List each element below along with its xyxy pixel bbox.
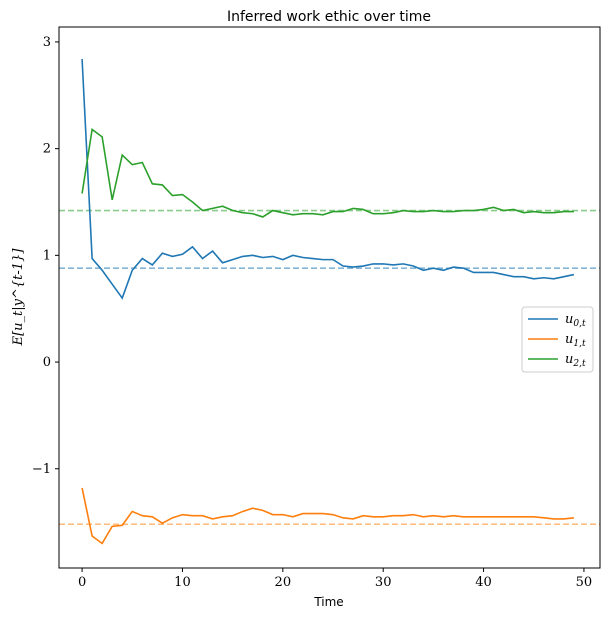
x-tick-label: 40 — [475, 575, 492, 590]
x-tick-label: 20 — [275, 575, 292, 590]
y-tick-label: 2 — [43, 142, 51, 157]
y-tick-label: 0 — [43, 355, 51, 370]
legend-label-1: u1,t — [565, 332, 586, 349]
plot-area — [59, 58, 600, 545]
series-line-0 — [81, 58, 575, 300]
legend-label-2: u2,t — [565, 352, 586, 369]
legend-label-0: u0,t — [565, 312, 586, 329]
x-tick-label: 50 — [576, 575, 593, 590]
x-axis-label: Time — [313, 595, 343, 609]
x-axis: 0 10 20 30 40 50 — [78, 568, 592, 590]
y-axis-label: E[u_t|y^{t-1}] — [11, 248, 26, 347]
y-axis: −1 0 1 2 3 — [32, 35, 59, 477]
x-tick-label: 0 — [78, 575, 86, 590]
x-tick-label: 30 — [375, 575, 392, 590]
x-tick-label: 10 — [174, 575, 191, 590]
legend: u0,t u1,t u2,t — [521, 306, 594, 373]
series-line-2 — [81, 128, 574, 218]
series-line-1 — [81, 487, 574, 545]
chart-title: Inferred work ethic over time — [227, 9, 431, 25]
y-tick-label: 1 — [43, 248, 51, 263]
y-tick-label: 3 — [43, 35, 51, 50]
y-tick-label: −1 — [32, 462, 51, 477]
axes-frame — [58, 26, 601, 569]
